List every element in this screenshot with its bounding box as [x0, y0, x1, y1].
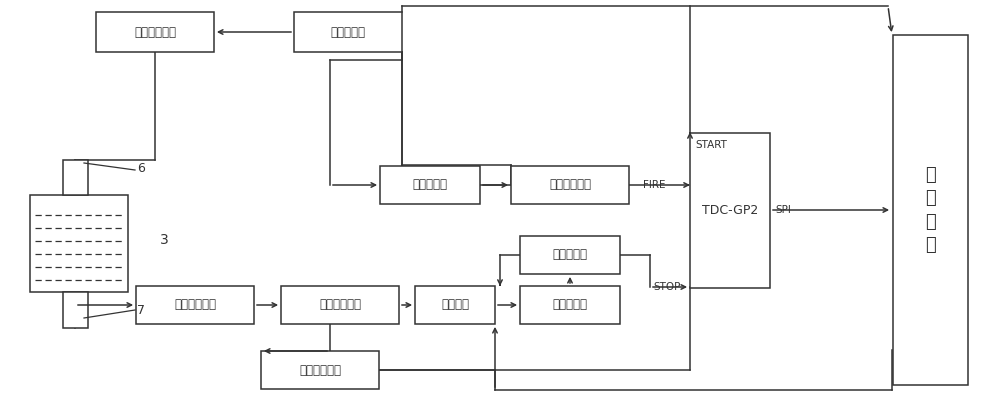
Text: 控制门电路: 控制门电路: [330, 25, 366, 38]
Text: 滤波放大电路: 滤波放大电路: [174, 299, 216, 311]
Bar: [281, 286, 399, 324]
Text: STOP: STOP: [653, 282, 680, 292]
Bar: [511, 166, 629, 204]
Bar: [415, 286, 495, 324]
Text: START: START: [695, 140, 727, 150]
Bar: [96, 12, 214, 52]
Text: 微
处
理
器: 微 处 理 器: [925, 166, 935, 255]
Text: 6: 6: [137, 162, 145, 175]
Text: 波形整形电路: 波形整形电路: [549, 179, 591, 191]
Bar: [261, 351, 379, 389]
Text: SPI: SPI: [775, 205, 791, 215]
Text: 幅度采集电路: 幅度采集电路: [299, 364, 341, 377]
Bar: [136, 286, 254, 324]
Text: 第二计数器: 第二计数器: [552, 299, 588, 311]
Bar: [294, 12, 402, 52]
Bar: [63, 160, 88, 195]
Text: 过零比较电路: 过零比较电路: [319, 299, 361, 311]
Text: 驱动放大电路: 驱动放大电路: [134, 25, 176, 38]
Bar: [30, 195, 128, 292]
Text: 7: 7: [137, 303, 145, 316]
Text: 第一计数器: 第一计数器: [413, 179, 448, 191]
Bar: [520, 286, 620, 324]
Bar: [380, 166, 480, 204]
Text: TDC-GP2: TDC-GP2: [702, 204, 758, 217]
Bar: [63, 292, 88, 328]
Bar: [520, 236, 620, 274]
Text: 3: 3: [160, 233, 169, 247]
Text: 第三计数器: 第三计数器: [552, 248, 588, 261]
Text: FIRE: FIRE: [643, 180, 666, 190]
Bar: [893, 35, 968, 385]
Text: 与门电路: 与门电路: [441, 299, 469, 311]
Bar: [690, 133, 770, 288]
